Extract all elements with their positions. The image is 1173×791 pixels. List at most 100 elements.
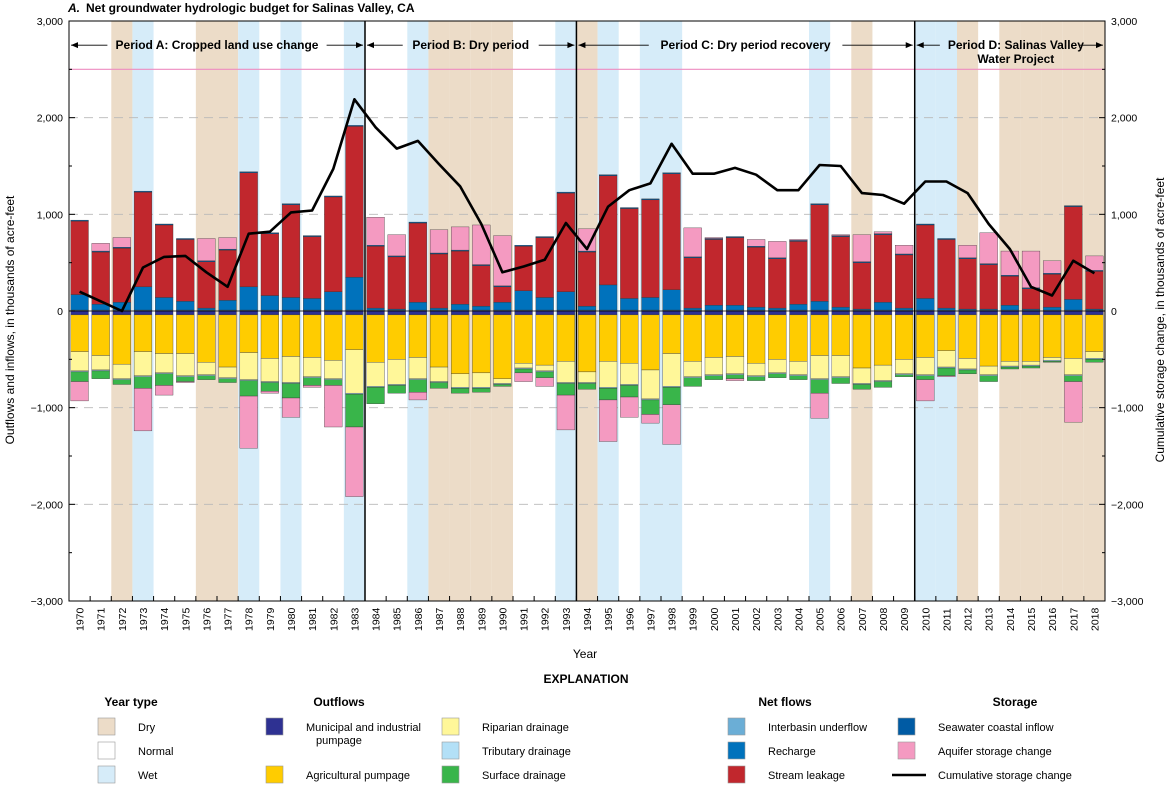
bar-aquifer-storage-change-1990 (493, 235, 512, 287)
x-tick-label-1995: 1995 (603, 607, 615, 631)
period-arrowhead (578, 42, 586, 49)
legend-swatch (441, 717, 460, 736)
bar-recharge-2014 (1000, 305, 1019, 311)
bar-recharge-1993 (556, 291, 575, 311)
bar-stream-leakage-2012 (958, 258, 977, 310)
x-tick-label-1979: 1979 (265, 607, 277, 631)
left-y-tick-label: 1,000 (37, 209, 63, 221)
bar-riparian-drainage-1988 (451, 373, 470, 388)
right-y-axis-title: Cumulative storage change, in thousands … (1153, 177, 1167, 463)
bar-stream-leakage-1990 (493, 286, 512, 303)
bar-aquifer-storage-change-1973 (133, 388, 153, 432)
bar-riparian-drainage-1979 (260, 358, 279, 382)
bar-municipal-and-industrial-pumpage-1991 (514, 310, 533, 316)
bar-stream-leakage-1988 (451, 250, 470, 305)
bar-municipal-and-industrial-pumpage-2007 (852, 310, 871, 316)
bar-surface-drainage-2014 (1000, 366, 1019, 370)
bar-stream-leakage-2010 (916, 224, 935, 299)
bar-stream-leakage-2005 (810, 204, 829, 302)
bar-surface-drainage-1971 (91, 370, 110, 379)
bar-riparian-drainage-2006 (831, 355, 850, 377)
bar-riparian-drainage-2004 (789, 361, 808, 375)
x-tick-label-1985: 1985 (392, 607, 404, 631)
legend-label: Riparian drainage (482, 722, 569, 734)
bar-agricultural-pumpage-2017 (1064, 314, 1083, 359)
bar-municipal-and-industrial-pumpage-2002 (747, 310, 766, 316)
left-y-tick-label: −1,000 (31, 403, 64, 415)
legend-group-title: Year type (104, 695, 158, 709)
x-tick-label-1982: 1982 (328, 607, 340, 631)
bar-municipal-and-industrial-pumpage-1970 (70, 310, 89, 316)
bar-surface-drainage-1983 (345, 393, 364, 428)
bar-riparian-drainage-2008 (873, 364, 893, 381)
bar-recharge-2008 (873, 302, 893, 311)
bar-municipal-and-industrial-pumpage-2010 (916, 310, 935, 316)
left-y-tick-label: 2,000 (37, 113, 63, 125)
right-y-tick-label: −2,000 (1111, 499, 1144, 511)
x-axis-title: Year (573, 647, 597, 661)
x-tick-label-2001: 2001 (730, 607, 742, 631)
bar-surface-drainage-1988 (451, 388, 470, 394)
bar-recharge-1981 (303, 298, 322, 311)
bar-surface-drainage-1986 (408, 379, 427, 393)
bar-agricultural-pumpage-2004 (789, 314, 808, 362)
bar-riparian-drainage-1970 (70, 351, 89, 372)
left-y-tick-label: 3,000 (37, 16, 63, 28)
bar-municipal-and-industrial-pumpage-1993 (556, 310, 575, 316)
x-tick-label-1975: 1975 (180, 607, 192, 631)
bar-riparian-drainage-2012 (958, 358, 977, 370)
bar-stream-leakage-1972 (112, 247, 131, 303)
bar-recharge-2000 (704, 305, 723, 311)
bar-riparian-drainage-2003 (768, 359, 787, 374)
x-tick-label-1988: 1988 (455, 607, 467, 631)
x-tick-label-1991: 1991 (519, 607, 531, 631)
bar-agricultural-pumpage-1984 (366, 314, 385, 363)
bar-surface-drainage-2007 (852, 384, 871, 390)
bar-agricultural-pumpage-1989 (472, 314, 491, 374)
legend-label: Municipal and industrial pumpage (306, 722, 421, 747)
right-y-tick-label: 0 (1111, 306, 1117, 318)
bar-recharge-1994 (577, 305, 597, 311)
bar-stream-leakage-1997 (641, 199, 660, 298)
legend-heading: EXPLANATION (543, 672, 628, 686)
bar-seawater-coastal-inflow-1978 (239, 171, 258, 173)
bar-aquifer-storage-change-1971 (91, 243, 110, 252)
x-tick-label-1980: 1980 (286, 607, 298, 631)
x-tick-label-1974: 1974 (159, 607, 171, 631)
bar-riparian-drainage-1971 (91, 355, 110, 371)
bar-surface-drainage-2017 (1064, 375, 1083, 382)
x-tick-label-2014: 2014 (1005, 607, 1017, 631)
bar-municipal-and-industrial-pumpage-2015 (1021, 310, 1041, 316)
bar-agricultural-pumpage-2002 (747, 314, 766, 364)
bar-recharge-1983 (345, 276, 364, 311)
bar-seawater-coastal-inflow-1998 (662, 172, 681, 174)
bar-surface-drainage-1984 (366, 387, 385, 404)
bar-aquifer-storage-change-2013 (979, 232, 998, 264)
legend-label: Normal (138, 746, 173, 758)
bar-surface-drainage-2002 (747, 376, 766, 381)
chart-title-letter: A. (67, 1, 80, 15)
bar-agricultural-pumpage-1994 (577, 314, 597, 373)
bar-municipal-and-industrial-pumpage-2018 (1085, 310, 1104, 316)
bar-agricultural-pumpage-1993 (556, 314, 575, 362)
bar-municipal-and-industrial-pumpage-1994 (577, 310, 597, 316)
legend-group-title: Net flows (758, 695, 812, 709)
bar-riparian-drainage-1973 (133, 351, 153, 376)
bar-surface-drainage-2003 (768, 373, 787, 378)
bar-recharge-2017 (1064, 299, 1083, 311)
period-arrowhead (367, 42, 374, 49)
bar-riparian-drainage-1993 (556, 361, 575, 383)
bar-aquifer-storage-change-1985 (387, 234, 406, 257)
bar-agricultural-pumpage-2009 (895, 314, 914, 360)
period-markers: Period A: Cropped land use change Period … (71, 21, 1103, 601)
bar-seawater-coastal-inflow-1975 (176, 238, 195, 240)
bar-municipal-and-industrial-pumpage-1997 (641, 310, 660, 316)
bar-agricultural-pumpage-2013 (979, 314, 998, 367)
bar-riparian-drainage-1983 (345, 349, 364, 394)
bar-aquifer-storage-change-1979 (260, 391, 279, 394)
legend-label: Seawater coastal inflow (938, 722, 1054, 734)
bar-stream-leakage-1986 (408, 222, 427, 303)
chart-title-group: A. Net groundwater hydrologic budget for… (67, 1, 415, 15)
bar-municipal-and-industrial-pumpage-1988 (451, 310, 470, 316)
bar-aquifer-storage-change-2011 (937, 375, 956, 377)
